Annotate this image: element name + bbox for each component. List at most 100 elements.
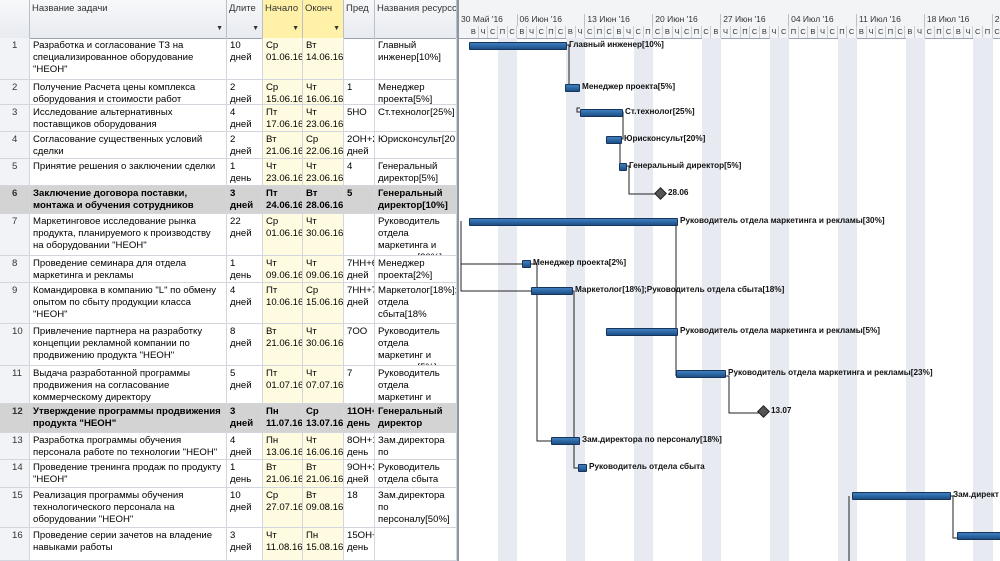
cell-pred[interactable]: 1	[344, 80, 375, 104]
column-header-resources[interactable]: Названия ресурсов	[375, 0, 457, 38]
cell-pred[interactable]: 8ОН+1 день	[344, 433, 375, 459]
cell-name[interactable]: Командировка в компанию "L" по обмену оп…	[30, 283, 227, 323]
cell-id[interactable]: 11	[0, 366, 30, 403]
cell-start[interactable]: Пт 10.06.16	[263, 283, 303, 323]
cell-duration[interactable]: 22 дней	[227, 214, 263, 255]
cell-start[interactable]: Пн 13.06.16	[263, 433, 303, 459]
filter-dropdown-icon[interactable]: ▼	[292, 25, 299, 32]
cell-pred[interactable]: 2ОН+2 дней	[344, 132, 375, 158]
cell-id[interactable]: 7	[0, 214, 30, 255]
cell-finish[interactable]: Пн 15.08.16	[303, 528, 344, 560]
cell-name[interactable]: Маркетинговое исследование рынка продукт…	[30, 214, 227, 255]
task-bar[interactable]	[469, 42, 567, 50]
cell-resources[interactable]: Зам.директора по персоналу[18%]	[375, 433, 457, 459]
cell-pred[interactable]: 7НН+7 дней	[344, 283, 375, 323]
cell-pred[interactable]: 7ОО	[344, 324, 375, 365]
cell-resources[interactable]: Главный инженер[10%]	[375, 38, 457, 79]
cell-pred[interactable]	[344, 214, 375, 255]
cell-id[interactable]: 2	[0, 80, 30, 104]
cell-name[interactable]: Реализация программы обучения технологич…	[30, 488, 227, 527]
summary-task-row[interactable]: 12 Утверждение программы продвижения прод…	[0, 404, 457, 433]
cell-id[interactable]: 12	[0, 404, 30, 432]
cell-start[interactable]: Чт 09.06.16	[263, 256, 303, 282]
cell-duration[interactable]: 3 дней	[227, 404, 263, 432]
cell-resources[interactable]: Генеральный директор[5%]	[375, 159, 457, 185]
task-row[interactable]: 7 Маркетинговое исследование рынка продук…	[0, 214, 457, 256]
cell-pred[interactable]: 5	[344, 186, 375, 213]
task-row[interactable]: 10 Привлечение партнера на разработку кон…	[0, 324, 457, 366]
task-row[interactable]: 13 Разработка программы обучения персонал…	[0, 433, 457, 460]
cell-name[interactable]: Принятие решения о заключении сделки	[30, 159, 227, 185]
task-bar[interactable]	[522, 260, 531, 268]
cell-id[interactable]: 6	[0, 186, 30, 213]
cell-resources[interactable]: Менеджер проекта[2%]	[375, 256, 457, 282]
task-bar[interactable]	[565, 84, 580, 92]
task-bar[interactable]	[606, 328, 678, 336]
cell-name[interactable]: Получение Расчета цены комплекса оборудо…	[30, 80, 227, 104]
filter-dropdown-icon[interactable]: ▼	[333, 25, 340, 32]
cell-name[interactable]: Разработка программы обучения персонала …	[30, 433, 227, 459]
cell-id[interactable]: 5	[0, 159, 30, 185]
cell-resources[interactable]	[375, 528, 457, 560]
row-number-header[interactable]	[0, 0, 30, 38]
cell-pred[interactable]: 7НН+6 дней	[344, 256, 375, 282]
cell-start[interactable]: Ср 01.06.16	[263, 38, 303, 79]
cell-start[interactable]: Вт 21.06.16	[263, 324, 303, 365]
cell-resources[interactable]: Руководитель отдела маркетинг и рекламы[…	[375, 366, 457, 403]
cell-resources[interactable]: Генеральный директор	[375, 404, 457, 432]
cell-start[interactable]: Чт 23.06.16	[263, 159, 303, 185]
cell-resources[interactable]: Юрисконсульт[20	[375, 132, 457, 158]
column-header-start[interactable]: Начало ▼	[263, 0, 303, 38]
cell-id[interactable]: 4	[0, 132, 30, 158]
column-header-name[interactable]: Название задачи ▼	[30, 0, 227, 38]
cell-duration[interactable]: 10 дней	[227, 488, 263, 527]
cell-start[interactable]: Пт 01.07.16	[263, 366, 303, 403]
cell-finish[interactable]: Чт 30.06.16	[303, 214, 344, 255]
cell-finish[interactable]: Вт 28.06.16	[303, 186, 344, 213]
cell-start[interactable]: Пт 17.06.16	[263, 105, 303, 131]
cell-duration[interactable]: 4 дней	[227, 283, 263, 323]
cell-duration[interactable]: 4 дней	[227, 105, 263, 131]
cell-id[interactable]: 16	[0, 528, 30, 560]
cell-id[interactable]: 9	[0, 283, 30, 323]
summary-task-row[interactable]: 6 Заключение договора поставки, монтажа и…	[0, 186, 457, 214]
cell-start[interactable]: Пн 11.07.16	[263, 404, 303, 432]
cell-finish[interactable]: Чт 23.06.16	[303, 159, 344, 185]
cell-name[interactable]: Заключение договора поставки, монтажа и …	[30, 186, 227, 213]
cell-finish[interactable]: Чт 30.06.16	[303, 324, 344, 365]
cell-name[interactable]: Проведение семинара для отдела маркетинг…	[30, 256, 227, 282]
cell-duration[interactable]: 8 дней	[227, 324, 263, 365]
task-row[interactable]: 14 Проведение тренинга продаж по продукту…	[0, 460, 457, 488]
task-bar[interactable]	[676, 370, 726, 378]
cell-start[interactable]: Чт 11.08.16	[263, 528, 303, 560]
filter-dropdown-icon[interactable]: ▼	[216, 25, 223, 32]
cell-finish[interactable]: Ср 22.06.16	[303, 132, 344, 158]
task-bar[interactable]	[619, 163, 627, 171]
task-row[interactable]: 1 Разработка и согласование ТЗ на специал…	[0, 38, 457, 80]
cell-pred[interactable]	[344, 38, 375, 79]
column-header-predecessors[interactable]: Пред	[344, 0, 375, 38]
filter-dropdown-icon[interactable]: ▼	[252, 25, 259, 32]
cell-pred[interactable]: 11ОН+ день	[344, 404, 375, 432]
cell-duration[interactable]: 3 дней	[227, 186, 263, 213]
cell-duration[interactable]: 3 дней	[227, 528, 263, 560]
column-header-finish[interactable]: Оконч ▼	[303, 0, 344, 38]
cell-id[interactable]: 3	[0, 105, 30, 131]
cell-finish[interactable]: Чт 09.06.16	[303, 256, 344, 282]
cell-pred[interactable]: 15ОН+ день	[344, 528, 375, 560]
task-bar[interactable]	[580, 109, 623, 117]
task-row[interactable]: 3 Исследование альтернативных поставщиков…	[0, 105, 457, 132]
cell-resources[interactable]: Ст.технолог[25%]	[375, 105, 457, 131]
cell-finish[interactable]: Вт 09.08.16	[303, 488, 344, 527]
cell-duration[interactable]: 1 день	[227, 256, 263, 282]
task-bar[interactable]	[469, 218, 678, 226]
task-bar[interactable]	[551, 437, 580, 445]
cell-name[interactable]: Утверждение программы продвижения продук…	[30, 404, 227, 432]
cell-finish[interactable]: Вт 14.06.16	[303, 38, 344, 79]
cell-name[interactable]: Выдача разработанной программы продвижен…	[30, 366, 227, 403]
cell-start[interactable]: Вт 21.06.16	[263, 132, 303, 158]
cell-pred[interactable]: 4	[344, 159, 375, 185]
cell-id[interactable]: 14	[0, 460, 30, 487]
cell-duration[interactable]: 4 дней	[227, 433, 263, 459]
task-bar[interactable]	[578, 464, 587, 472]
